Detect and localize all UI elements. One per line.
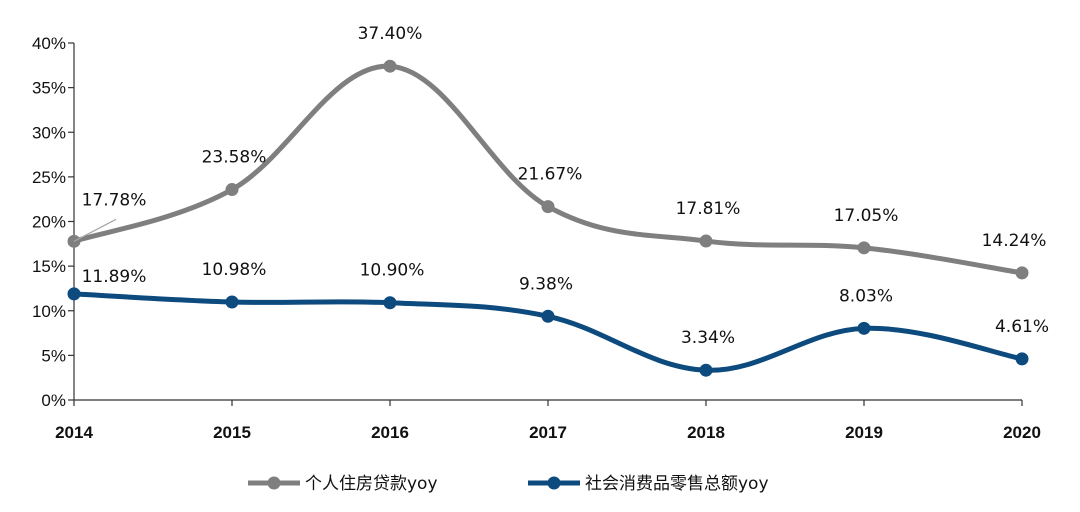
data-label-housing-loan: 17.81% xyxy=(676,199,741,219)
data-label-retail-sales: 11.89% xyxy=(82,267,147,287)
x-tick-label: 2014 xyxy=(55,423,93,442)
data-label-retail-sales: 3.34% xyxy=(681,328,735,348)
x-tick-label: 2020 xyxy=(1003,423,1041,442)
x-tick-label: 2015 xyxy=(213,423,251,442)
data-point-retail-sales xyxy=(541,309,555,323)
y-tick-label: 30% xyxy=(32,123,66,142)
legend-marker-housing-loan xyxy=(267,476,281,490)
data-label-retail-sales: 9.38% xyxy=(519,274,573,294)
legend-label-housing-loan: 个人住房贷款yoy xyxy=(305,474,438,494)
data-point-retail-sales xyxy=(1015,352,1029,366)
data-point-retail-sales xyxy=(383,296,397,310)
y-tick-label: 15% xyxy=(32,257,66,276)
data-label-housing-loan: 17.05% xyxy=(834,206,899,226)
y-tick-label: 20% xyxy=(32,213,66,232)
y-tick-label: 10% xyxy=(32,302,66,321)
series-layer xyxy=(67,59,1029,377)
data-label-housing-loan: 23.58% xyxy=(202,148,267,168)
y-tick-label: 35% xyxy=(32,79,66,98)
y-tick-label: 25% xyxy=(32,168,66,187)
y-tick-label: 5% xyxy=(41,346,66,365)
data-point-housing-loan xyxy=(225,183,239,197)
data-point-housing-loan xyxy=(541,200,555,214)
y-tick-label: 40% xyxy=(32,34,66,53)
legend: 个人住房贷款yoy 社会消费品零售总额yoy xyxy=(248,474,769,494)
x-tick-label: 2017 xyxy=(529,423,567,442)
data-point-housing-loan xyxy=(383,59,397,73)
x-tick-label: 2019 xyxy=(845,423,883,442)
x-tick-label: 2016 xyxy=(371,423,409,442)
data-point-retail-sales xyxy=(699,363,713,377)
data-label-retail-sales: 10.90% xyxy=(360,261,425,281)
label-leader-line xyxy=(73,218,117,242)
data-label-retail-sales: 4.61% xyxy=(995,317,1049,337)
x-tick-label: 2018 xyxy=(687,423,725,442)
data-label-housing-loan: 21.67% xyxy=(518,165,583,185)
data-label-housing-loan: 17.78% xyxy=(82,190,147,210)
data-point-retail-sales xyxy=(67,287,81,301)
data-point-retail-sales xyxy=(225,295,239,309)
data-point-retail-sales xyxy=(857,321,871,335)
data-label-retail-sales: 8.03% xyxy=(839,286,893,306)
data-label-housing-loan: 14.24% xyxy=(982,231,1047,251)
data-point-housing-loan xyxy=(1015,266,1029,280)
legend-marker-retail-sales xyxy=(547,476,561,490)
legend-label-retail-sales: 社会消费品零售总额yoy xyxy=(585,474,769,494)
data-labels: 17.78% 23.58% 37.40% 21.67% 17.81% 17.05% 14.2… xyxy=(73,24,1049,348)
axes: 0% 5% 10% 15% 20% 25% 30% 35% 40% 2014 2015 2016 201… xyxy=(32,34,1041,442)
data-point-housing-loan xyxy=(699,234,713,248)
data-point-housing-loan xyxy=(857,241,871,255)
y-tick-label: 0% xyxy=(41,391,66,410)
data-label-retail-sales: 10.98% xyxy=(202,260,267,280)
data-label-housing-loan: 37.40% xyxy=(358,24,423,44)
